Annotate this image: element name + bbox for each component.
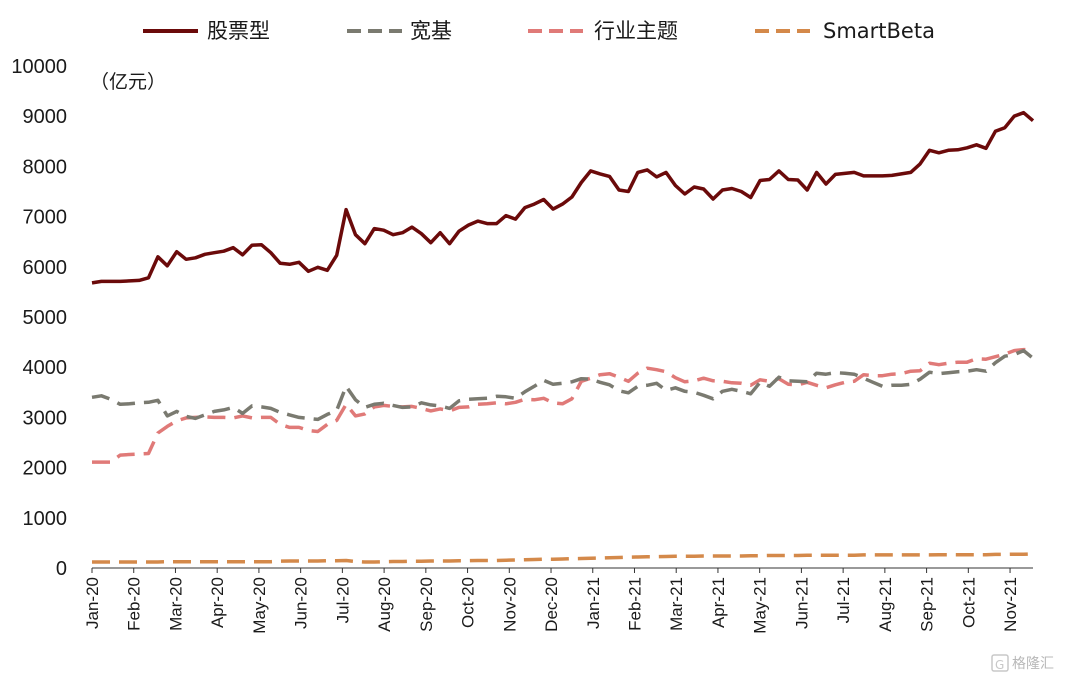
y-tick-label: 4000 xyxy=(23,357,68,379)
y-tick-label: 8000 xyxy=(23,156,68,178)
x-tick-label: May-20 xyxy=(250,577,269,634)
x-tick-label: Nov-20 xyxy=(500,577,519,632)
x-tick-label: Apr-20 xyxy=(208,577,227,628)
series-line-1 xyxy=(91,348,1035,422)
legend-label-3: SmartBeta xyxy=(823,19,935,43)
x-tick-label: Jan-21 xyxy=(584,577,603,629)
series-line-2 xyxy=(92,347,1033,464)
x-tick-label: Mar-21 xyxy=(667,577,686,631)
x-tick-label: Feb-20 xyxy=(125,577,144,631)
series-layer xyxy=(91,110,1035,564)
x-tick-label: May-21 xyxy=(751,577,770,634)
y-axis-ticks: 0 1000 2000 3000 4000 5000 6000 7000 8000 9000 100… xyxy=(11,56,67,580)
y-tick-label: 3000 xyxy=(23,407,68,429)
x-axis: Jan-20 Feb-20 Mar-20 Apr-20 May-20 Jun-20 Jul-… xyxy=(83,567,1033,634)
series-line-0 xyxy=(91,110,1035,285)
x-tick-label: Jun-20 xyxy=(292,577,311,629)
x-tick-label: Oct-20 xyxy=(459,577,478,628)
y-tick-label: 5000 xyxy=(23,307,68,329)
x-tick-label: Oct-21 xyxy=(959,577,978,628)
x-tick-label: Sep-20 xyxy=(417,577,436,632)
x-tick-label: Jan-20 xyxy=(83,577,102,629)
y-tick-label: 7000 xyxy=(23,207,68,229)
y-tick-label: 9000 xyxy=(23,106,68,128)
legend-label-0: 股票型 xyxy=(207,19,270,43)
watermark-text: 格隆汇 xyxy=(1012,656,1054,672)
watermark-logo-icon xyxy=(991,654,1009,672)
legend: 股票型 宽基 行业主题 SmartBeta xyxy=(143,19,935,43)
y-tick-label: 6000 xyxy=(23,257,68,279)
x-tick-label: Feb-21 xyxy=(625,577,644,631)
x-tick-label: Aug-20 xyxy=(375,577,394,632)
x-tick-label: Mar-20 xyxy=(166,577,185,631)
y-tick-label: 2000 xyxy=(23,458,68,480)
x-tick-label: Jun-21 xyxy=(792,577,811,629)
y-tick-label: 1000 xyxy=(23,508,68,530)
y-tick-label: 10000 xyxy=(11,56,67,78)
x-tick-label: Dec-20 xyxy=(542,577,561,632)
legend-label-1: 宽基 xyxy=(410,19,452,43)
x-tick-label: Jul-21 xyxy=(834,577,853,623)
x-tick-label: Apr-21 xyxy=(709,577,728,628)
watermark-g-glyph: G xyxy=(995,658,1004,672)
y-unit-label: （亿元） xyxy=(90,71,166,93)
x-tick-label: Jul-20 xyxy=(333,577,352,623)
y-tick-label: 0 xyxy=(56,558,67,580)
series-line-3 xyxy=(92,552,1034,564)
legend-label-2: 行业主题 xyxy=(594,19,678,43)
x-tick-label: Nov-21 xyxy=(1001,577,1020,632)
watermark: G 格隆汇 xyxy=(991,654,1054,672)
x-tick-label: Aug-21 xyxy=(876,577,895,632)
x-tick-label: Sep-21 xyxy=(918,577,937,632)
